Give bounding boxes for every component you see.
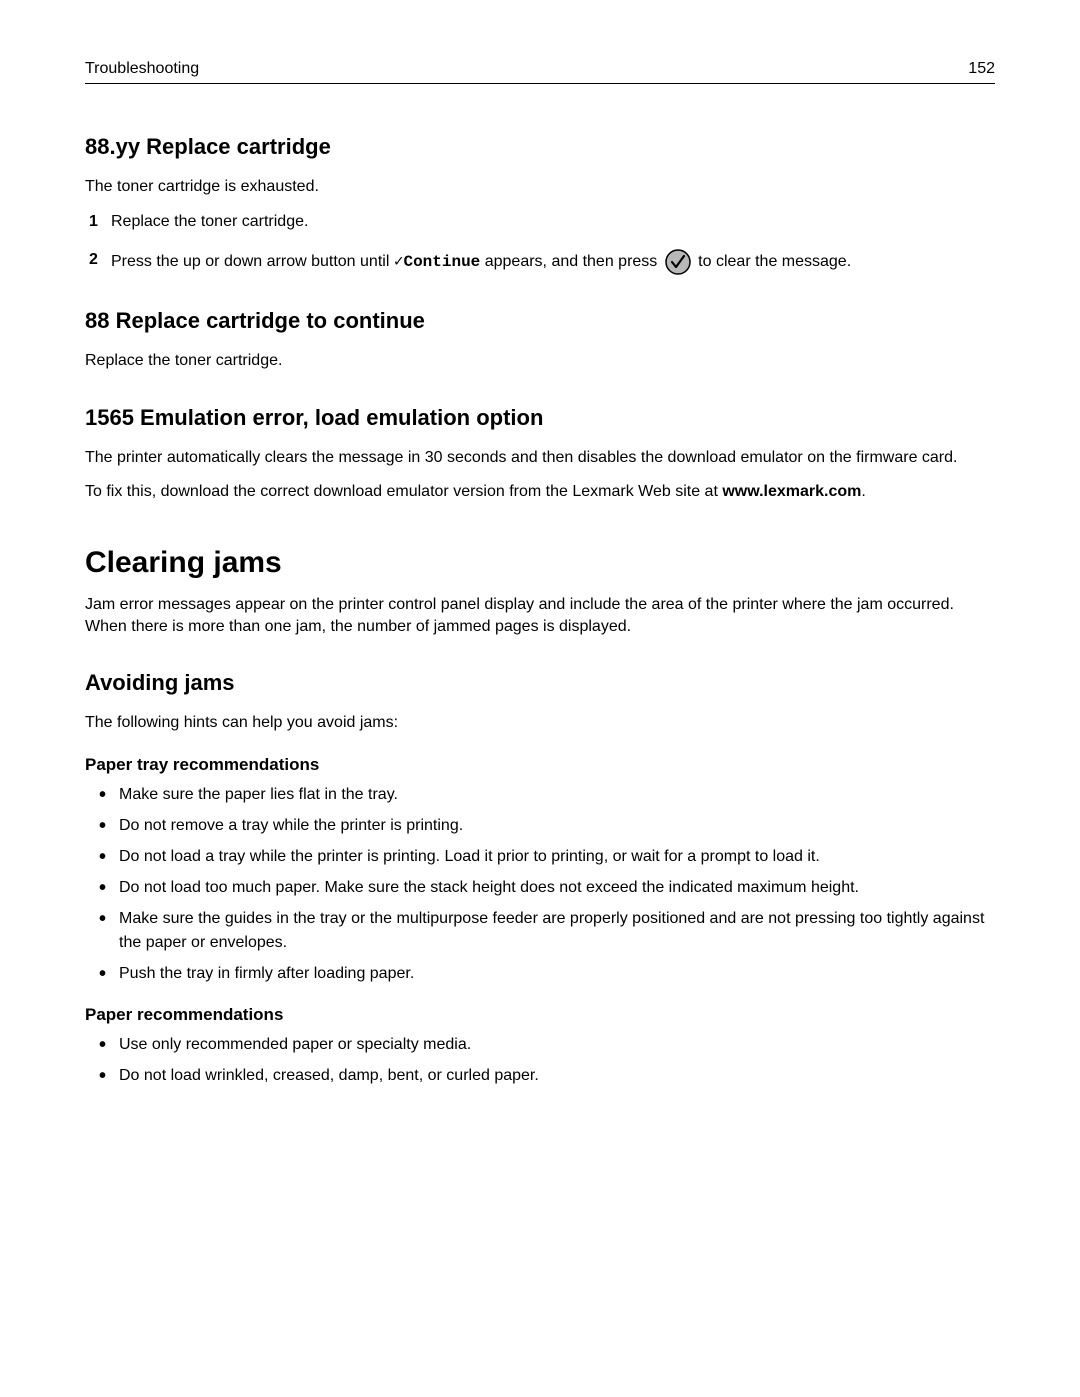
heading-clearing-jams: Clearing jams bbox=[85, 546, 995, 580]
section1-intro: The toner cartridge is exhausted. bbox=[85, 176, 995, 198]
heading-paper-tray-recs: Paper tray recommendations bbox=[85, 755, 995, 775]
list-item: Do not load too much paper. Make sure th… bbox=[85, 876, 995, 899]
step2-mid: appears, and then press bbox=[480, 254, 661, 271]
step2-pre: Press the up or down arrow button until bbox=[111, 254, 394, 271]
section3-body2-pre: To fix this, download the correct downlo… bbox=[85, 483, 722, 500]
lexmark-url: www.lexmark.com bbox=[722, 483, 861, 500]
heading-88-replace-continue: 88 Replace cartridge to continue bbox=[85, 308, 995, 334]
ok-button-icon bbox=[662, 254, 694, 271]
section3-body1: The printer automatically clears the mes… bbox=[85, 447, 995, 469]
heading-avoiding-jams: Avoiding jams bbox=[85, 670, 995, 696]
list-item: Do not remove a tray while the printer i… bbox=[85, 814, 995, 837]
heading-1565-emulation: 1565 Emulation error, load emulation opt… bbox=[85, 405, 995, 431]
section1-steps: Replace the toner cartridge. Press the u… bbox=[85, 210, 995, 276]
clearing-intro: Jam error messages appear on the printer… bbox=[85, 594, 995, 639]
header-page-number: 152 bbox=[968, 60, 995, 78]
step2-continue-label: Continue bbox=[403, 254, 480, 272]
paper-recs-list: Use only recommended paper or specialty … bbox=[85, 1033, 995, 1087]
list-item: Make sure the paper lies flat in the tra… bbox=[85, 783, 995, 806]
step-1: Replace the toner cartridge. bbox=[85, 210, 995, 234]
list-item: Use only recommended paper or specialty … bbox=[85, 1033, 995, 1056]
step-2: Press the up or down arrow button until … bbox=[85, 248, 995, 276]
heading-paper-recs: Paper recommendations bbox=[85, 1005, 995, 1025]
header-section: Troubleshooting bbox=[85, 60, 199, 78]
section2-body: Replace the toner cartridge. bbox=[85, 350, 995, 372]
step2-post: to clear the message. bbox=[694, 254, 851, 271]
list-item: Do not load a tray while the printer is … bbox=[85, 845, 995, 868]
section3-body2: To fix this, download the correct downlo… bbox=[85, 481, 995, 503]
avoiding-intro: The following hints can help you avoid j… bbox=[85, 712, 995, 734]
list-item: Make sure the guides in the tray or the … bbox=[85, 907, 995, 953]
page-header: Troubleshooting 152 bbox=[85, 60, 995, 84]
list-item: Do not load wrinkled, creased, damp, ben… bbox=[85, 1064, 995, 1087]
heading-88yy-replace-cartridge: 88.yy Replace cartridge bbox=[85, 134, 995, 160]
section3-body2-post: . bbox=[861, 483, 865, 500]
paper-tray-list: Make sure the paper lies flat in the tra… bbox=[85, 783, 995, 985]
list-item: Push the tray in firmly after loading pa… bbox=[85, 962, 995, 985]
